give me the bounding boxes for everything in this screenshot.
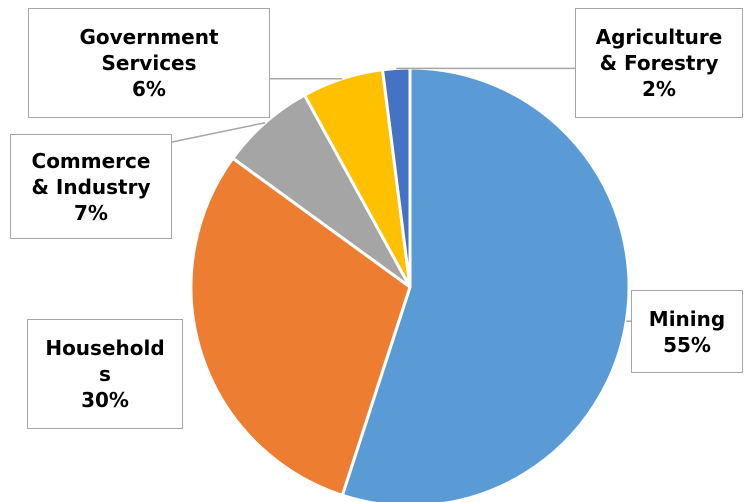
pie-slice-households [189, 156, 412, 497]
data-label-commerce-industry: Commerce & Industry 7% [10, 134, 172, 239]
data-label-name: Agriculture & Forestry [595, 25, 723, 75]
data-label-percent: 55% [663, 332, 711, 357]
data-label-mining: Mining 55% [631, 290, 743, 373]
data-label-percent: 7% [74, 200, 108, 225]
data-label-name: Government Services [79, 25, 219, 75]
leader-lines [171, 67, 631, 323]
data-label-agriculture-forestry: Agriculture & Forestry 2% [575, 8, 743, 118]
data-label-name: Household s [45, 336, 165, 386]
data-label-name: Commerce & Industry [31, 148, 151, 199]
data-label-percent: 30% [81, 388, 129, 412]
data-label-percent: 6% [132, 77, 166, 101]
pie-slices [189, 66, 631, 502]
data-label-percent: 2% [642, 77, 676, 101]
data-label-households: Household s 30% [27, 319, 183, 429]
leader-line-commerce-industry [171, 121, 266, 143]
data-label-name: Mining [648, 306, 726, 331]
data-label-government-services: Government Services 6% [28, 8, 270, 118]
